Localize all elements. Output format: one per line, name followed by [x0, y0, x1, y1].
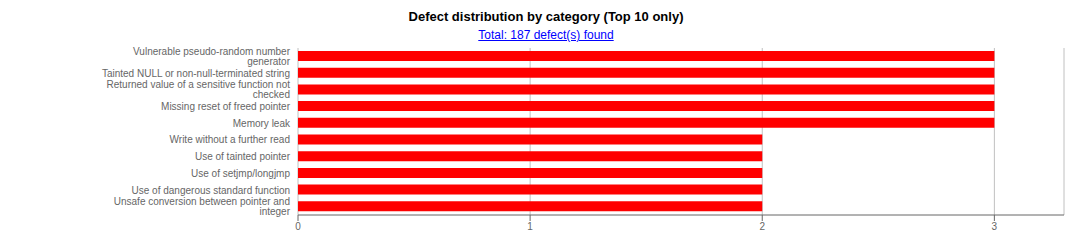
svg-text:Use of dangerous standard func: Use of dangerous standard function: [132, 185, 290, 196]
svg-text:1: 1: [527, 221, 533, 232]
svg-text:Tainted NULL or non-null-termi: Tainted NULL or non-null-terminated stri…: [102, 68, 290, 79]
svg-text:Unsafe conversion between poin: Unsafe conversion between pointer andint…: [114, 196, 291, 217]
svg-text:Missing reset of freed pointer: Missing reset of freed pointer: [161, 101, 291, 112]
svg-text:Vulnerable pseudo-random numbe: Vulnerable pseudo-random numbergenerator: [133, 46, 291, 67]
svg-text:Write without a further read: Write without a further read: [170, 134, 290, 145]
html-text:Defect distribution by categor: Defect distribution by category (Top 10 …: [408, 9, 684, 24]
html-text:Total: 187 defect(s) found: Total: 187 defect(s) found: [478, 28, 614, 42]
svg-text:3: 3: [992, 221, 998, 232]
svg-text:Memory leak: Memory leak: [233, 118, 291, 129]
svg-text:2: 2: [759, 221, 765, 232]
svg-text:0: 0: [295, 221, 301, 232]
svg-text:Returned value of a sensitive: Returned value of a sensitive function n…: [107, 79, 291, 100]
svg-text:Use of tainted pointer: Use of tainted pointer: [195, 151, 291, 162]
svg-text:Use of setjmp/longjmp: Use of setjmp/longjmp: [191, 168, 290, 179]
